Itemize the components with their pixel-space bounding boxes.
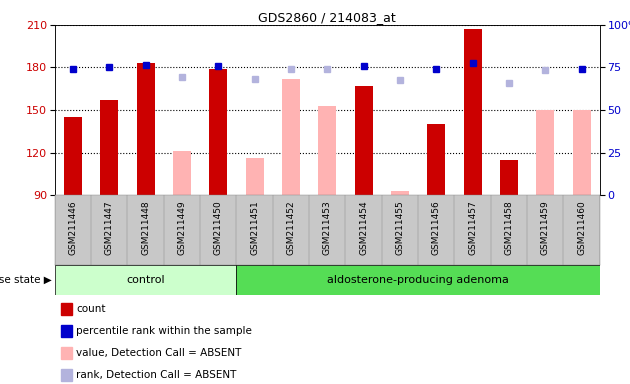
FancyBboxPatch shape xyxy=(55,265,236,295)
Bar xyxy=(100,100,118,195)
Text: GSM211457: GSM211457 xyxy=(468,200,477,255)
Bar xyxy=(536,110,554,195)
Text: GSM211447: GSM211447 xyxy=(105,200,114,255)
Bar xyxy=(246,158,264,195)
Bar xyxy=(500,160,518,195)
Text: GSM211446: GSM211446 xyxy=(69,200,77,255)
Text: GSM211458: GSM211458 xyxy=(505,200,513,255)
Text: GSM211460: GSM211460 xyxy=(577,200,586,255)
Text: GSM211452: GSM211452 xyxy=(287,200,295,255)
Text: disease state ▶: disease state ▶ xyxy=(0,275,52,285)
Text: GSM211459: GSM211459 xyxy=(541,200,550,255)
Text: GSM211453: GSM211453 xyxy=(323,200,332,255)
Bar xyxy=(355,86,373,195)
Text: value, Detection Call = ABSENT: value, Detection Call = ABSENT xyxy=(76,348,242,358)
Bar xyxy=(318,106,336,195)
Text: control: control xyxy=(127,275,165,285)
Text: GSM211450: GSM211450 xyxy=(214,200,223,255)
Bar xyxy=(173,151,191,195)
Text: count: count xyxy=(76,304,106,314)
Bar xyxy=(464,29,482,195)
Bar xyxy=(573,110,591,195)
Text: GSM211449: GSM211449 xyxy=(178,200,186,255)
Bar xyxy=(137,63,155,195)
Bar xyxy=(282,79,300,195)
Bar xyxy=(64,117,82,195)
Title: GDS2860 / 214083_at: GDS2860 / 214083_at xyxy=(258,11,396,24)
Text: GSM211456: GSM211456 xyxy=(432,200,441,255)
Text: percentile rank within the sample: percentile rank within the sample xyxy=(76,326,252,336)
Bar xyxy=(209,69,227,195)
Text: GSM211454: GSM211454 xyxy=(359,200,368,255)
Bar xyxy=(391,191,409,195)
Bar xyxy=(427,124,445,195)
Text: GSM211451: GSM211451 xyxy=(250,200,259,255)
Text: GSM211448: GSM211448 xyxy=(141,200,150,255)
Text: GSM211455: GSM211455 xyxy=(396,200,404,255)
Text: rank, Detection Call = ABSENT: rank, Detection Call = ABSENT xyxy=(76,370,237,380)
FancyBboxPatch shape xyxy=(236,265,600,295)
Text: aldosterone-producing adenoma: aldosterone-producing adenoma xyxy=(327,275,509,285)
